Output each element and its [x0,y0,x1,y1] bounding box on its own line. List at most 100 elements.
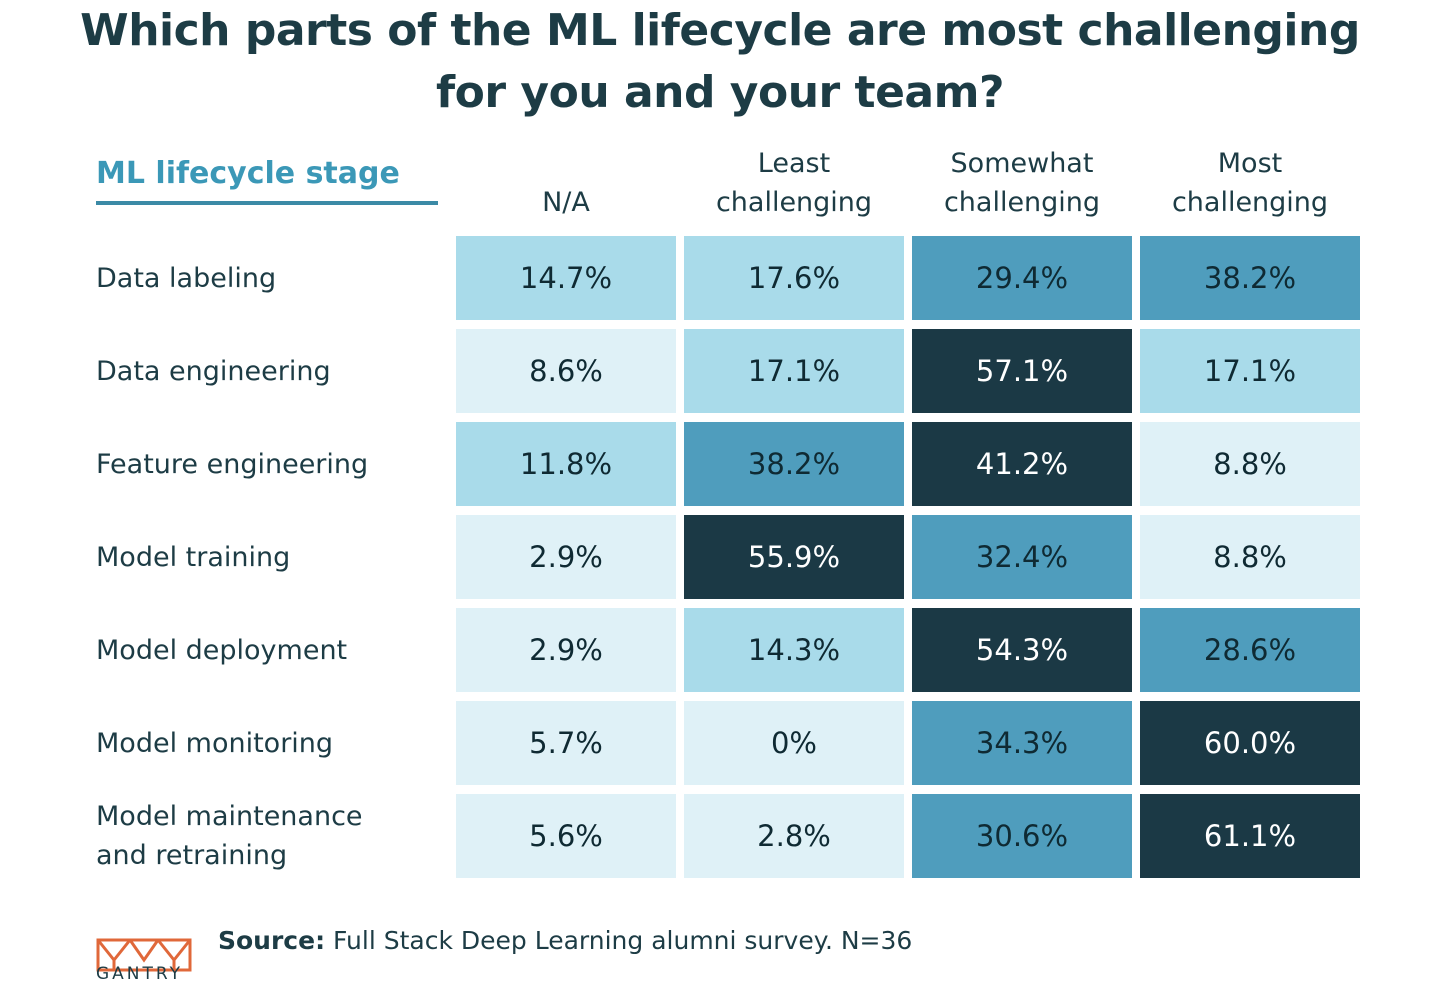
column-header-line: Somewhat [950,148,1094,179]
cell-value-label: 55.9% [747,540,841,574]
heatmap-cell: 2.9% [456,515,676,599]
heatmap-cell: 61.1% [1140,794,1360,878]
cell-value-label: 38.2% [1203,261,1297,295]
cell-value-label: 2.9% [529,540,603,574]
cell-value-label: 34.3% [975,726,1069,760]
row-label-text: Model maintenance and retraining [96,797,363,875]
cell-value-label: 38.2% [747,447,841,481]
cell-value-label: 0% [770,726,817,760]
cell-value-label: 29.4% [975,261,1069,295]
heatmap-cell: 32.4% [912,515,1132,599]
column-header-line: challenging [715,187,873,218]
cell-value-label: 60.0% [1203,726,1297,760]
cell-value-label: 5.7% [529,726,603,760]
heatmap-cell: 30.6% [912,794,1132,878]
heatmap-cell: 2.9% [456,608,676,692]
heatmap-cell: 54.3% [912,608,1132,692]
cell-value-label: 8.6% [529,354,603,388]
column-header-text: Most challenging [1172,144,1328,222]
row-label-text: Model monitoring [96,724,333,763]
cell-value-label: 8.8% [1213,447,1287,481]
source-text: Full Stack Deep Learning alumni survey. … [325,926,913,955]
cell-value-label: 11.8% [519,447,613,481]
heatmap-cell: 38.2% [1140,236,1360,320]
cell-value-label: 57.1% [975,354,1069,388]
cell-value-label: 14.7% [519,261,613,295]
source-note: Source: Full Stack Deep Learning alumni … [218,926,912,955]
heatmap-cell: 5.6% [456,794,676,878]
row-label-2: Feature engineering [96,422,446,506]
row-label-5: Model monitoring [96,701,446,785]
column-header-line: Least [757,148,831,179]
cell-value-label: 54.3% [975,633,1069,667]
heatmap-cell: 28.6% [1140,608,1360,692]
row-label-text: Feature engineering [96,445,368,484]
heatmap-cell: 55.9% [684,515,904,599]
heatmap-cell: 34.3% [912,701,1132,785]
row-label-text: Model training [96,538,290,577]
heatmap-cell: 17.6% [684,236,904,320]
row-label-line: Data engineering [96,355,331,387]
heatmap-cell: 2.8% [684,794,904,878]
cell-value-label: 14.3% [747,633,841,667]
column-header-0: N/A [456,142,676,222]
cell-value-label: 61.1% [1203,819,1297,853]
heatmap-cell: 57.1% [912,329,1132,413]
row-label-4: Model deployment [96,608,446,692]
heatmap-cell: 11.8% [456,422,676,506]
heatmap-cell: 14.7% [456,236,676,320]
row-label-3: Model training [96,515,446,599]
column-header-text: Least challenging [716,144,872,222]
column-header-1: Least challenging [684,142,904,222]
column-header-text: N/A [542,183,590,222]
row-label-line: Feature engineering [96,448,369,480]
source-label: Source: [218,926,326,955]
cell-value-label: 28.6% [1203,633,1297,667]
chart-title-line-1: Which parts of the ML lifecycle are most… [80,5,1360,56]
row-label-line: Model training [96,541,291,573]
gantry-logo-icon [96,938,192,972]
heatmap-cell: 8.6% [456,329,676,413]
cell-value-label: 30.6% [975,819,1069,853]
cell-value-label: 5.6% [529,819,603,853]
heatmap-cell: 17.1% [1140,329,1360,413]
column-header-line: challenging [943,187,1101,218]
column-header-2: Somewhat challenging [912,142,1132,222]
heatmap-cell: 29.4% [912,236,1132,320]
cell-value-label: 17.6% [747,261,841,295]
cell-value-label: 2.9% [529,633,603,667]
chart-title: Which parts of the ML lifecycle are most… [0,0,1440,124]
row-header: ML lifecycle stage [96,156,438,205]
column-header-line: challenging [1171,187,1329,218]
cell-value-label: 2.8% [757,819,831,853]
row-label-line: Data labeling [96,262,277,294]
row-label-line: Model deployment [96,634,348,666]
cell-value-label: 17.1% [1203,354,1297,388]
heatmap-cell: 14.3% [684,608,904,692]
row-label-line: Model maintenance [96,801,363,832]
column-header-line: Most [1217,148,1283,179]
heatmap-cell: 60.0% [1140,701,1360,785]
heatmap-cell: 41.2% [912,422,1132,506]
column-header-text: Somewhat challenging [944,144,1100,222]
row-label-line: and retraining [96,840,288,871]
row-label-text: Data engineering [96,352,331,391]
logo-wordmark: GANTRY [96,964,184,984]
heatmap-cell: 38.2% [684,422,904,506]
cell-value-label: 17.1% [747,354,841,388]
row-label-line: Model monitoring [96,727,334,759]
heatmap-cell: 8.8% [1140,422,1360,506]
cell-value-label: 8.8% [1213,540,1287,574]
heatmap-cell: 0% [684,701,904,785]
heatmap-cell: 8.8% [1140,515,1360,599]
heatmap-cell: 17.1% [684,329,904,413]
column-header-line: N/A [542,187,590,218]
row-label-text: Model deployment [96,631,347,670]
row-label-6: Model maintenance and retraining [96,794,446,878]
column-header-3: Most challenging [1140,142,1360,222]
cell-value-label: 41.2% [975,447,1069,481]
row-label-text: Data labeling [96,259,276,298]
row-label-1: Data engineering [96,329,446,413]
heatmap-cell: 5.7% [456,701,676,785]
cell-value-label: 32.4% [975,540,1069,574]
